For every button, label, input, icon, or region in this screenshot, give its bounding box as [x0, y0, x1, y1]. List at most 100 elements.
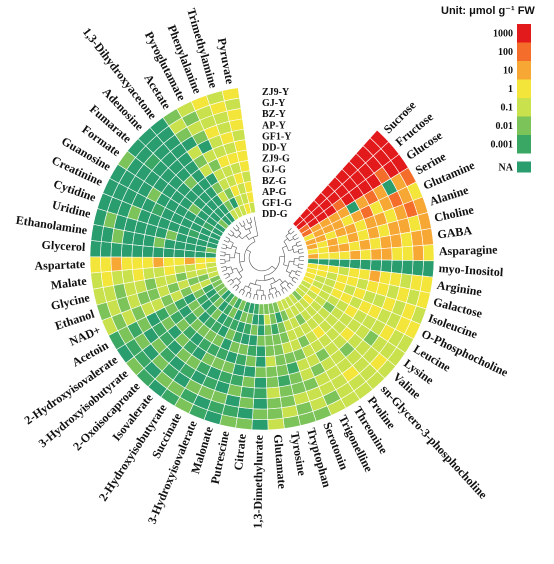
- dendrogram-branch: [287, 285, 291, 290]
- heatmap-cell: [142, 245, 154, 258]
- legend-color-swatch: [517, 42, 531, 61]
- dendrogram-branch: [249, 222, 252, 228]
- heatmap-cell: [121, 243, 134, 258]
- dendrogram-branch: [245, 292, 249, 297]
- dendrogram: [220, 216, 304, 301]
- dendrogram-branch: [222, 269, 227, 272]
- dendrogram-branch: [229, 281, 234, 286]
- dendrogram-branch: [230, 242, 234, 249]
- dendrogram-branch: [288, 249, 294, 252]
- sample-label: DD-G: [262, 209, 288, 220]
- dendrogram-branch: [286, 270, 291, 274]
- heatmap-cell: [370, 248, 382, 261]
- metabolite-labels: SucroseFructoseGlucoseSerineGlutamineAla…: [15, 7, 511, 529]
- dendrogram-branch: [248, 235, 258, 240]
- heatmap-cell: [152, 246, 165, 258]
- heatmap-cell: [163, 265, 176, 277]
- heatmap-cell: [89, 240, 102, 258]
- heatmap-cell: [131, 244, 144, 258]
- dendrogram-branch: [238, 276, 243, 281]
- dendrogram-branch: [246, 218, 249, 224]
- heatmap-cell: [142, 267, 156, 281]
- dendrogram-branch: [284, 287, 288, 292]
- dendrogram-branch: [220, 262, 226, 264]
- heatmap-cell: [411, 260, 424, 277]
- heatmap-cell: [100, 241, 113, 258]
- dendrogram-branch: [225, 245, 228, 250]
- dendrogram-branch: [271, 293, 274, 299]
- legend-tick-label: 10: [503, 65, 513, 76]
- dendrogram-branch: [226, 247, 232, 249]
- heatmap-cell: [163, 256, 175, 267]
- heatmap-cell: [174, 264, 187, 275]
- dendrogram-branch: [238, 269, 244, 273]
- heatmap-cell: [422, 244, 435, 262]
- sample-label: GF1-Y: [262, 131, 292, 142]
- dendrogram-branch: [291, 279, 297, 284]
- sample-label: GF1-G: [262, 198, 292, 209]
- heatmap-cell: [252, 408, 269, 420]
- dendrogram-branch: [298, 248, 304, 251]
- dendrogram-branch: [293, 258, 295, 265]
- heatmap-cell: [121, 256, 133, 271]
- metabolite-label: Tyrosine: [288, 431, 310, 478]
- heatmap-cell: [349, 259, 361, 270]
- legend-title: Unit: μmol g⁻¹ FW: [441, 5, 535, 17]
- dendrogram-branch: [252, 237, 256, 242]
- legend-tick-label: 0.01: [496, 121, 514, 132]
- dendrogram-branch: [272, 277, 276, 283]
- heatmap-cell: [412, 245, 424, 261]
- heatmap-cell: [235, 417, 253, 431]
- legend-color-swatch: [517, 24, 531, 43]
- metabolite-label: Aspartate: [34, 257, 86, 273]
- dendrogram-branch: [275, 290, 279, 293]
- heatmap-cell: [257, 314, 265, 326]
- color-legend: Unit: μmol g⁻¹ FW 1000 100 10 1 0.1 0.01 0.001…: [441, 5, 535, 174]
- heatmap-cell: [274, 353, 287, 367]
- heatmap-cell: [153, 266, 166, 279]
- heatmap-cell: [255, 345, 266, 357]
- heatmap-cell: [307, 253, 319, 260]
- sample-label: GJ-Y: [262, 98, 286, 109]
- heatmap-cell: [400, 231, 413, 248]
- metabolite-label: Citrate: [231, 432, 249, 471]
- heatmap-cell: [240, 386, 255, 399]
- heatmap-cell: [184, 257, 196, 266]
- heatmap-cell: [238, 396, 254, 410]
- heatmap-cell: [338, 250, 351, 260]
- dendrogram-branch: [254, 279, 257, 285]
- heatmap-cell: [267, 417, 285, 431]
- heatmap-cell: [256, 335, 266, 347]
- heatmap-cell: [265, 355, 277, 368]
- dendrogram-branch: [271, 265, 276, 270]
- heatmap-cell: [173, 257, 186, 267]
- dendrogram-branch: [247, 292, 252, 294]
- dendrogram-branch: [295, 273, 301, 277]
- metabolite-label: sn-Glycero-3-phosphocholine: [378, 382, 491, 502]
- dendrogram-branch: [227, 233, 233, 237]
- heatmap-cell: [348, 240, 361, 252]
- dendrogram-branch: [291, 270, 297, 273]
- dendrogram-branch: [293, 264, 299, 266]
- heatmap-cell: [236, 406, 254, 420]
- dendrogram-branch: [242, 220, 246, 226]
- dendrogram-branch: [231, 245, 237, 248]
- heatmap-cell: [359, 259, 372, 271]
- heatmap-cell: [359, 249, 372, 261]
- metabolite-label: Glutamate: [271, 434, 290, 490]
- dendrogram-branch: [298, 252, 304, 254]
- dendrogram-branch: [237, 281, 241, 287]
- dendrogram-branch: [297, 244, 303, 247]
- sample-label: DD-Y: [262, 143, 288, 154]
- heatmap-cell: [257, 324, 266, 336]
- sample-label: AP-Y: [262, 120, 287, 131]
- heatmap-cell: [369, 259, 382, 272]
- heatmap-cell: [349, 249, 361, 260]
- dendrogram-branch: [253, 216, 259, 236]
- heatmap-cells: [89, 87, 435, 431]
- dendrogram-branch: [223, 272, 229, 276]
- sample-labels: ZJ9-YGJ-YBZ-YAP-YGF1-YDD-YZJ9-GGJ-GBZ-GA…: [262, 87, 292, 220]
- dendrogram-branch: [243, 225, 247, 231]
- legend-color-swatch: [517, 79, 531, 98]
